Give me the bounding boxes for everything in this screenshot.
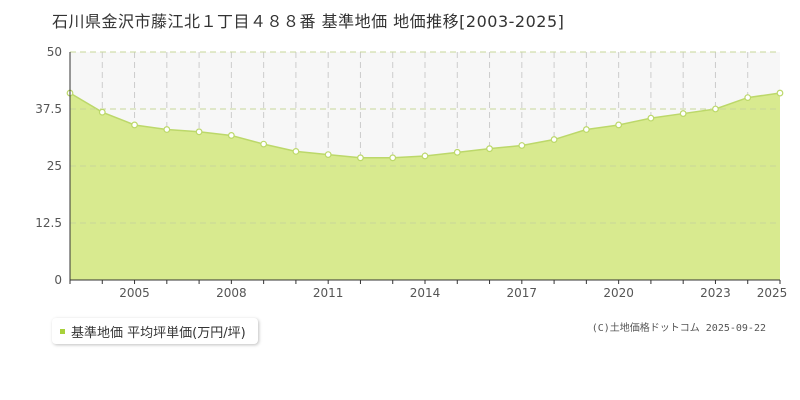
x-tick-label: 2011 bbox=[313, 286, 344, 300]
data-point-2020 bbox=[615, 121, 623, 129]
data-point-2004 bbox=[98, 108, 106, 116]
data-point-2021 bbox=[647, 114, 655, 122]
data-point-2014 bbox=[421, 152, 429, 160]
data-point-2024 bbox=[744, 94, 752, 101]
data-point-2010 bbox=[292, 148, 300, 155]
y-tick-label: 50 bbox=[47, 45, 62, 59]
y-axis-tick-labels: 0 12.5 25 37.5 50 bbox=[35, 45, 62, 287]
x-tick-label: 2014 bbox=[410, 286, 441, 300]
legend-label: 基準地価 平均坪単価(万円/坪) bbox=[71, 325, 246, 341]
series-points bbox=[66, 89, 784, 162]
data-point-2011 bbox=[324, 151, 332, 159]
y-tick-label: 25 bbox=[47, 159, 62, 173]
legend-swatch bbox=[60, 328, 65, 334]
x-tick-label: 2025 bbox=[757, 286, 788, 300]
x-tick-label: 2023 bbox=[700, 286, 731, 300]
axes bbox=[69, 52, 781, 284]
series-area bbox=[69, 51, 781, 280]
data-point-2018 bbox=[550, 136, 558, 143]
data-point-2006 bbox=[163, 126, 171, 133]
legend: 基準地価 平均坪単価(万円/坪) bbox=[52, 318, 258, 344]
data-point-2008 bbox=[227, 132, 235, 139]
data-point-2016 bbox=[486, 145, 493, 153]
x-tick-label: 2008 bbox=[216, 286, 247, 300]
y-tick-label: 37.5 bbox=[35, 102, 62, 116]
data-point-2005 bbox=[131, 121, 138, 129]
credit-text: (C)土地価格ドットコム 2025-09-22 bbox=[591, 323, 766, 334]
data-point-2007 bbox=[195, 128, 203, 136]
data-point-2017 bbox=[518, 142, 526, 149]
data-point-2023 bbox=[712, 105, 719, 113]
data-point-2025 bbox=[776, 89, 784, 97]
y-tick-label: 0 bbox=[54, 273, 62, 287]
chart-title: 石川県金沢市藤江北１丁目４８８番 基準地価 地価推移[2003-2025] bbox=[52, 12, 565, 31]
x-tick-label: 2005 bbox=[119, 286, 150, 300]
x-tick-label: 2020 bbox=[603, 286, 634, 300]
y-tick-label: 12.5 bbox=[35, 216, 62, 230]
data-point-2022 bbox=[679, 110, 687, 117]
data-point-2013 bbox=[389, 154, 397, 162]
data-point-2019 bbox=[582, 126, 590, 133]
x-tick-label: 2017 bbox=[507, 286, 538, 300]
data-point-2015 bbox=[453, 148, 461, 156]
data-point-2012 bbox=[357, 154, 364, 162]
x-axis-tick-labels: 2005 2008 2011 2014 2017 2020 2023 2025 bbox=[119, 286, 787, 300]
data-point-2009 bbox=[260, 140, 268, 148]
